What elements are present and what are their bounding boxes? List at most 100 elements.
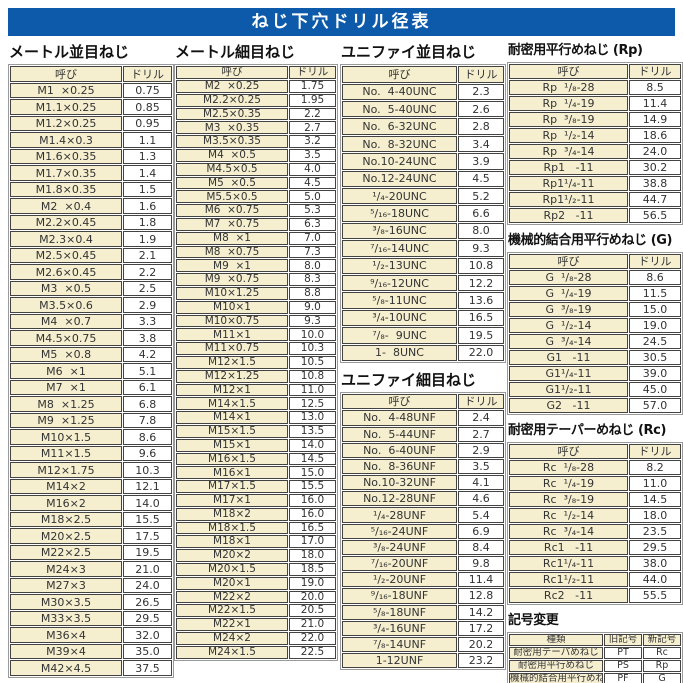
table-row: G ¹/₄-19 11.5 xyxy=(509,285,681,301)
cell-name: G2 -11 xyxy=(509,397,628,413)
cell-name: Rc ¹/₂-14 xyxy=(509,507,628,523)
cell-name: M27×3 xyxy=(10,577,122,594)
cell-name: Rp ³/₈-19 xyxy=(509,111,628,127)
table-row: No.12-28UNF 4.6 xyxy=(342,491,504,507)
cell-value: 32.0 xyxy=(123,627,172,643)
table-row: M24×3 21.0 xyxy=(10,561,172,577)
cell-value: 4.0 xyxy=(289,162,336,176)
table-row: 1-12UNF 23.2 xyxy=(342,653,504,669)
table-row: M39×4 35.0 xyxy=(10,643,172,660)
symbol-change-section: 記号変更 種類 旧記号 新記号 耐密用テーパめねじ PT Rc 耐密用平行めねじ PS Rp 機械… xyxy=(507,612,683,683)
cell-value: 1.5 xyxy=(123,181,172,198)
table-row: M2 ×0.25 1.75 xyxy=(176,80,336,93)
cell-name: M8 ×1.25 xyxy=(10,396,122,412)
cell-value: 15.0 xyxy=(289,466,336,480)
table-row: 耐密用平行めねじ PS Rp xyxy=(509,659,681,672)
table-row: M11×0.75 10.3 xyxy=(176,342,336,355)
cell-value: 5.4 xyxy=(458,507,504,523)
cell-value: 3.2 xyxy=(289,135,336,149)
table-row: Rp1¹/₄-11 38.8 xyxy=(509,175,681,191)
cell-name: M1.8×0.35 xyxy=(10,181,122,198)
table-row: No.12-24UNC 4.5 xyxy=(342,170,504,187)
cell-name: M4.5×0.75 xyxy=(10,330,122,346)
table-row: M36×4 32.0 xyxy=(10,627,172,643)
cell-name: Rp ¹/₂-14 xyxy=(509,127,628,143)
cell-name: Rp2 -11 xyxy=(509,207,628,223)
cell-value: Rc xyxy=(643,646,681,659)
table-row: M22×2.5 19.5 xyxy=(10,544,172,561)
cell-name: No. 4-40UNC xyxy=(342,83,457,101)
cell-name: ³/₄-10UNC xyxy=(342,309,457,327)
table-row: Rp2 -11 56.5 xyxy=(509,207,681,223)
table-row: M17×1 16.0 xyxy=(176,493,336,507)
column-header: ドリル xyxy=(123,66,172,82)
cell-value: 2.6 xyxy=(458,101,504,118)
cell-name: ⁵/₁₆-18UNC xyxy=(342,205,457,222)
table-row: M1.1×0.25 0.85 xyxy=(10,99,172,115)
cell-name: M24×1.5 xyxy=(176,645,288,659)
cell-value: 14.9 xyxy=(629,111,681,127)
cell-name: No.10-32UNF xyxy=(342,475,457,491)
table-row: Rc ¹/₈-28 8.2 xyxy=(509,459,681,475)
column-header: ドリル xyxy=(629,253,681,269)
cell-name: M6 ×0.75 xyxy=(176,204,288,218)
cell-name: M8 ×1 xyxy=(176,231,288,245)
cell-value: 1.3 xyxy=(123,148,172,165)
section-title: ユニファイ並目ねじ xyxy=(341,43,477,61)
cell-name: M9 ×1 xyxy=(176,259,288,273)
cell-name: M10×0.75 xyxy=(176,314,288,328)
table-row: M5 ×0.8 4.2 xyxy=(10,346,172,363)
cell-name: Rp ¹/₄-19 xyxy=(509,95,628,111)
table-row: M2.6×0.45 2.2 xyxy=(10,264,172,280)
table-row: ¹/₄-20UNC 5.2 xyxy=(342,187,504,205)
column-header: 種類 xyxy=(509,633,603,646)
symbol-change-table: 種類 旧記号 新記号 耐密用テーパめねじ PT Rc 耐密用平行めねじ PS Rp 機械的結合用平… xyxy=(507,631,683,683)
cell-name: M10×1.25 xyxy=(176,287,288,300)
table-row: M22×1 21.0 xyxy=(176,618,336,631)
cell-value: 3.5 xyxy=(458,458,504,475)
cell-name: M14×1.5 xyxy=(176,397,288,411)
cell-value: 6.3 xyxy=(289,218,336,231)
cell-value: 4.2 xyxy=(123,346,172,363)
section-title: 記号変更 xyxy=(508,612,559,628)
cell-name: M1 ×0.25 xyxy=(10,82,122,99)
table-row: Rc ³/₈-19 14.5 xyxy=(509,491,681,507)
table-row: No. 8-32UNC 3.4 xyxy=(342,135,504,153)
cell-name: M18×2.5 xyxy=(10,511,122,528)
table-row: M2.5×0.35 2.2 xyxy=(176,107,336,121)
cell-value: 7.8 xyxy=(123,412,172,429)
cell-value: 38.8 xyxy=(629,175,681,191)
table-row: ⁷/₈- 9UNC 19.5 xyxy=(342,327,504,344)
cell-name: M1.6×0.35 xyxy=(10,148,122,165)
table-row: ¹/₄-28UNF 5.4 xyxy=(342,507,504,523)
cell-name: No. 6-40UNF xyxy=(342,442,457,458)
column-header: 呼び xyxy=(509,63,628,79)
cell-name: M3.5×0.35 xyxy=(176,135,288,149)
cell-name: M5 ×0.8 xyxy=(10,346,122,363)
table-row: ⁹/₁₆-12UNC 12.2 xyxy=(342,274,504,292)
table-row: M10×1 9.0 xyxy=(176,300,336,314)
table-row: M12×1 11.0 xyxy=(176,383,336,397)
table-row: Rp ³/₈-19 14.9 xyxy=(509,111,681,127)
table-row: Rp ¹/₄-19 11.4 xyxy=(509,95,681,111)
table-row: M2.2×0.45 1.8 xyxy=(10,214,172,231)
table-row: M4 ×0.5 3.5 xyxy=(176,149,336,162)
cell-value: PF xyxy=(604,672,642,683)
cell-value: 1.1 xyxy=(123,132,172,148)
cell-value: 1.4 xyxy=(123,165,172,181)
cell-value: 20.2 xyxy=(458,636,504,653)
cell-name: ⁹/₁₆-18UNF xyxy=(342,588,457,604)
cell-name: M12×1.5 xyxy=(176,355,288,369)
table-row: Rc2 -11 55.5 xyxy=(509,587,681,603)
table-row: M4 ×0.7 3.3 xyxy=(10,313,172,330)
cell-value: 17.5 xyxy=(123,528,172,544)
table-row: Rp ¹/₈-28 8.5 xyxy=(509,79,681,95)
cell-name: No.12-28UNF xyxy=(342,491,457,507)
cell-name: Rc1 -11 xyxy=(509,539,628,555)
table-row: Rc ¹/₄-19 11.0 xyxy=(509,475,681,491)
cell-name: No. 4-48UNF xyxy=(342,410,457,426)
cell-value: 19.5 xyxy=(123,544,172,561)
cell-name: M36×4 xyxy=(10,627,122,643)
cell-value: 11.4 xyxy=(458,572,504,588)
table-row: No. 6-40UNF 2.9 xyxy=(342,442,504,458)
